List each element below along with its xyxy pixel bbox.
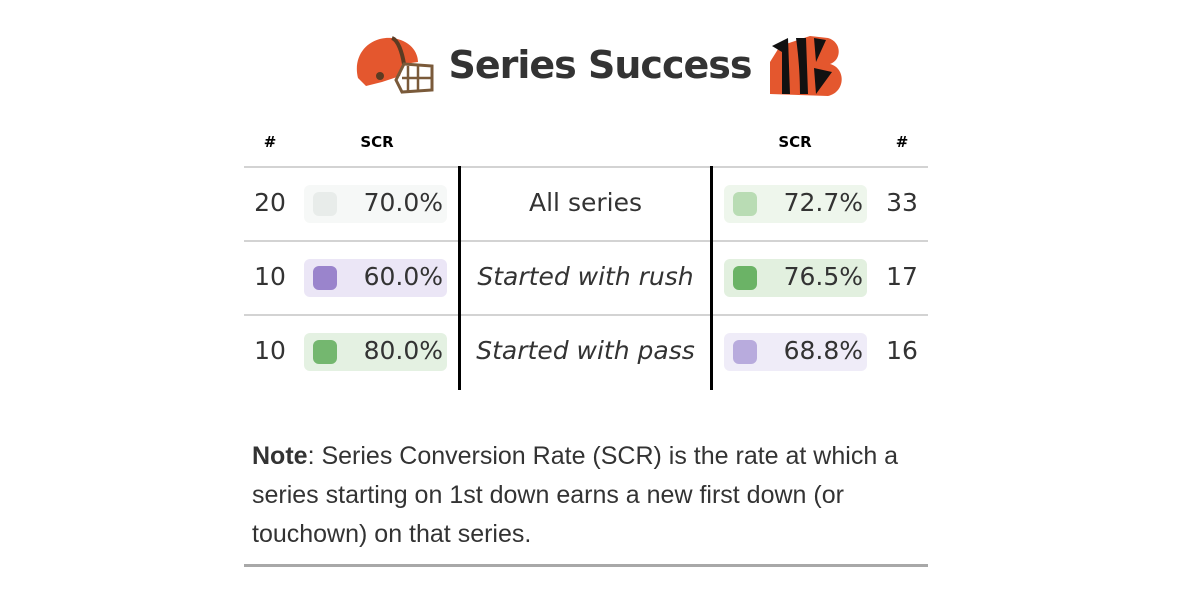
- left-scr-pill: 60.0%: [304, 259, 447, 297]
- col-header-right-scr: SCR: [778, 133, 812, 151]
- col-header-left-scr: SCR: [360, 133, 394, 151]
- col-header-right-count: #: [895, 133, 909, 151]
- left-count: 20: [254, 188, 286, 217]
- row-label: All series: [529, 188, 642, 217]
- right-divider: [710, 166, 713, 390]
- right-scr-swatch: [733, 266, 757, 290]
- right-scr-pill: 68.8%: [724, 333, 867, 371]
- browns-helmet-logo: [357, 36, 434, 94]
- right-scr-swatch: [733, 340, 757, 364]
- note-text: : Series Conversion Rate (SCR) is the ra…: [252, 442, 899, 548]
- right-scr-pill: 72.7%: [724, 185, 867, 223]
- chart-title: Series Success: [448, 43, 752, 87]
- right-count: 17: [886, 262, 918, 291]
- left-scr-value: 70.0%: [363, 188, 443, 217]
- left-scr-value: 80.0%: [363, 336, 443, 365]
- left-scr-value: 60.0%: [363, 262, 443, 291]
- row-label: Started with pass: [476, 336, 695, 365]
- right-count: 33: [886, 188, 918, 217]
- left-scr-pill: 80.0%: [304, 333, 447, 371]
- bengals-logo: [769, 36, 842, 96]
- footnote: Note: Series Conversion Rate (SCR) is th…: [252, 437, 912, 554]
- left-count: 10: [254, 336, 286, 365]
- left-count: 10: [254, 262, 286, 291]
- left-scr-swatch: [313, 340, 337, 364]
- right-scr-value: 76.5%: [783, 262, 863, 291]
- left-scr-swatch: [313, 266, 337, 290]
- right-count: 16: [886, 336, 918, 365]
- left-scr-pill: 70.0%: [304, 185, 447, 223]
- left-scr-swatch: [313, 192, 337, 216]
- table-row: 10 80.0% Started with pass 68.8% 16: [244, 316, 928, 388]
- bottom-rule: [244, 564, 928, 567]
- right-scr-value: 72.7%: [783, 188, 863, 217]
- series-table: # SCR SCR # 20 70.0% All series 72.7% 33…: [244, 120, 928, 388]
- table-header: # SCR SCR #: [244, 120, 928, 168]
- right-scr-value: 68.8%: [783, 336, 863, 365]
- col-header-left-count: #: [263, 133, 277, 151]
- row-label: Started with rush: [477, 262, 694, 291]
- right-scr-swatch: [733, 192, 757, 216]
- left-divider: [458, 166, 461, 390]
- title-bar: Series Success: [0, 30, 1200, 100]
- right-scr-pill: 76.5%: [724, 259, 867, 297]
- table-row: 10 60.0% Started with rush 76.5% 17: [244, 242, 928, 316]
- note-label: Note: [252, 442, 308, 470]
- table-row: 20 70.0% All series 72.7% 33: [244, 168, 928, 242]
